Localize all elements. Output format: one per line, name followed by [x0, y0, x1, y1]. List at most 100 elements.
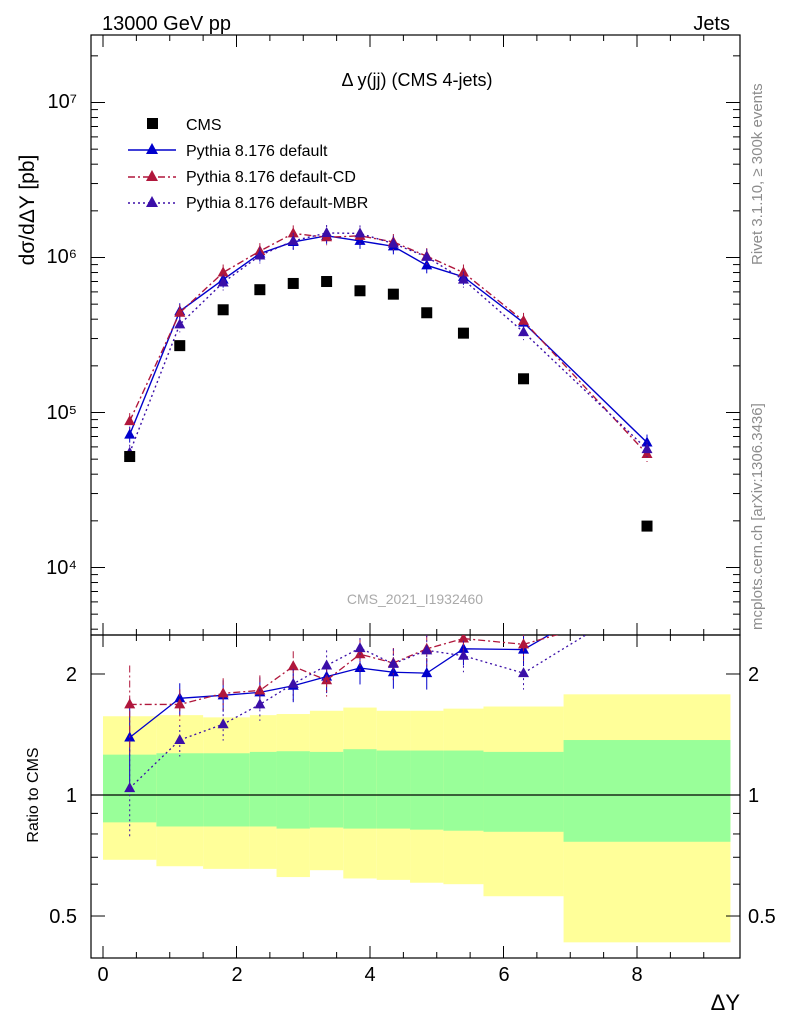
ratio-series-group [124, 573, 653, 839]
y-tick-label-1e5: 10⁵ [46, 402, 77, 424]
header-left: 13000 GeV pp [102, 13, 231, 35]
mcplots-label: mcplots.cern.ch [arXiv:1306.3436] [749, 403, 766, 630]
ratio-point-1 [174, 698, 186, 709]
ratio-point-1 [518, 638, 530, 649]
green-band-bin [376, 750, 411, 829]
ratio-point-2 [518, 667, 530, 678]
data-point-cms [354, 285, 366, 297]
x-tick-label-0: 0 [97, 964, 108, 986]
plot-title: Δ y(jj) (CMS 4-jets) [341, 70, 492, 90]
ratio-ytick-right-2: 2 [748, 664, 759, 686]
ratio-y-axis-label: Ratio to CMS [25, 747, 42, 842]
ratio-ytick-left-0.5: 0.5 [49, 906, 77, 928]
legend-cd-marker [146, 170, 158, 181]
data-point-cms [174, 340, 186, 352]
ratio-point-1 [321, 674, 333, 685]
y-tick-label-1e4: 10⁴ [46, 557, 77, 579]
series-point-2 [174, 306, 186, 317]
ratio-ytick-left-1: 1 [66, 785, 77, 807]
green-band-bin [309, 751, 344, 828]
header-right: Jets [693, 13, 730, 35]
y-tick-label-1e7: 10⁷ [48, 91, 77, 113]
green-band-bin [443, 750, 484, 831]
series-point-3 [321, 226, 333, 237]
series-point-3 [287, 234, 299, 245]
series-line-2 [129, 232, 648, 455]
ratio-point-1 [217, 687, 229, 698]
series-point-2 [518, 314, 530, 325]
ratio-plot-frame [90, 634, 741, 959]
main-axis-ticks [91, 35, 740, 635]
series-point-2 [124, 415, 136, 426]
series-point-2 [457, 266, 469, 277]
series-point-3 [387, 237, 399, 248]
ratio-point-2 [321, 659, 333, 670]
ratio-point-0 [642, 573, 653, 583]
series-point-1 [354, 234, 366, 245]
ratio-point-2 [354, 642, 366, 653]
series-point-3 [518, 326, 530, 337]
ratio-line-0 [129, 635, 551, 739]
ratio-ytick-right-1: 1 [748, 785, 759, 807]
legend-cms-label: CMS [186, 117, 222, 134]
data-point-cms [254, 284, 266, 296]
legend-mbr-label: Pythia 8.176 default-MBR [186, 195, 368, 212]
main-series-group [124, 224, 653, 532]
ratio-point-2 [124, 782, 136, 793]
ratio-point-1 [642, 603, 653, 613]
x-tick-label-4: 4 [364, 964, 375, 986]
green-band-bin [276, 751, 310, 829]
data-point-cms [641, 520, 653, 532]
green-band-bin [483, 751, 564, 832]
series-point-3 [174, 318, 186, 329]
data-point-cms [457, 327, 469, 339]
data-point-cms [124, 451, 136, 463]
ratio-point-2 [174, 734, 186, 745]
data-point-cms [518, 373, 530, 385]
green-band-bin [249, 751, 277, 827]
x-tick-label-2: 2 [231, 964, 242, 986]
ratio-point-2 [421, 644, 433, 655]
series-point-3 [254, 249, 266, 260]
ratio-point-2 [254, 698, 266, 709]
series-point-2 [287, 227, 299, 238]
ratio-axis-ticks [91, 635, 740, 958]
legend-default-label: Pythia 8.176 default [186, 143, 328, 160]
series-line-3 [129, 232, 648, 453]
legend-default-marker [146, 143, 158, 154]
ratio-point-1 [457, 635, 469, 643]
green-band-bin [203, 753, 250, 827]
ratio-point-0 [354, 661, 366, 672]
ratio-point-2 [457, 649, 469, 660]
series-point-3 [641, 443, 653, 454]
series-point-3 [354, 227, 366, 238]
ratio-point-2 [217, 718, 229, 729]
ratio-clipped-group [124, 573, 653, 839]
series-point-3 [457, 273, 469, 284]
legend: CMS Pythia 8.176 default Pythia 8.176 de… [128, 117, 368, 212]
legend-cd-label: Pythia 8.176 default-CD [186, 169, 356, 186]
green-band-bin [563, 740, 731, 842]
series-point-1 [124, 428, 136, 439]
ratio-point-0 [174, 692, 186, 703]
ratio-line-1 [129, 635, 559, 706]
data-point-cms [421, 307, 433, 319]
green-band-bin [156, 753, 204, 827]
analysis-watermark: CMS_2021_I1932460 [347, 591, 483, 607]
ratio-ytick-left-2: 2 [66, 664, 77, 686]
data-point-cms [217, 304, 229, 316]
series-line-1 [129, 235, 648, 444]
ratio-point-2 [287, 677, 299, 688]
ratio-point-2 [387, 657, 399, 668]
x-tick-label-8: 8 [631, 964, 642, 986]
y-tick-label-1e6: 10⁶ [47, 246, 77, 268]
ratio-point-1 [124, 698, 136, 709]
legend-cms-marker [147, 118, 158, 129]
rivet-label: Rivet 3.1.10, ≥ 300k events [749, 83, 766, 265]
ratio-point-0 [457, 642, 469, 653]
data-point-cms [321, 276, 333, 288]
ratio-point-1 [287, 660, 299, 671]
x-tick-label-6: 6 [498, 964, 509, 986]
series-point-3 [217, 276, 229, 287]
